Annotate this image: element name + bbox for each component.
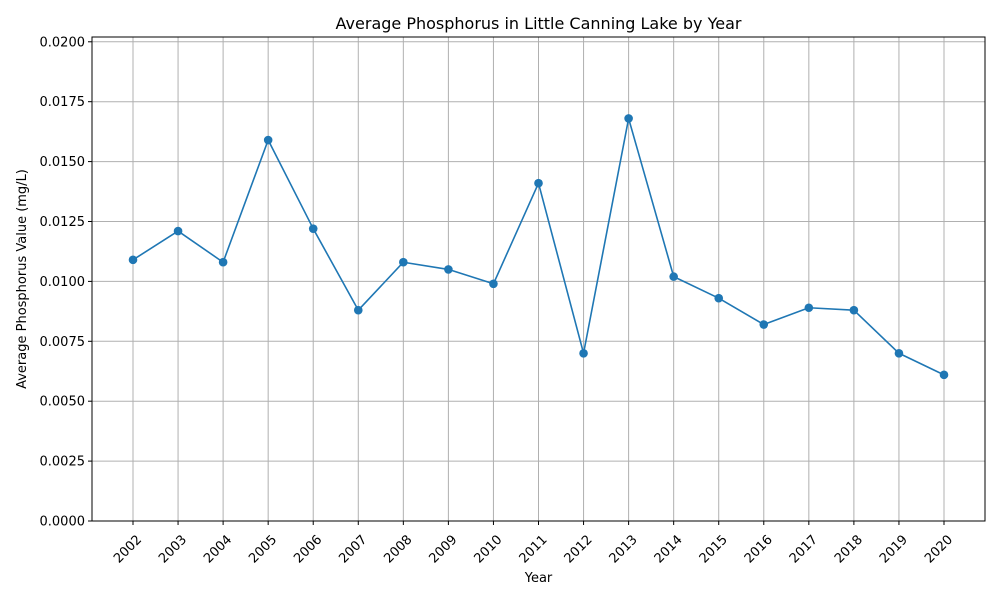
data-point-marker bbox=[128, 255, 138, 265]
data-point-marker bbox=[444, 265, 453, 274]
data-point-marker bbox=[759, 320, 769, 329]
series-layer bbox=[128, 114, 949, 380]
data-point-marker bbox=[849, 305, 859, 315]
data-point-marker bbox=[263, 135, 273, 145]
data-point-marker bbox=[353, 305, 363, 315]
data-point-marker bbox=[534, 178, 543, 188]
data-point-marker bbox=[804, 303, 814, 313]
data-point-marker bbox=[173, 226, 183, 236]
y-tick-label: 0.0125 bbox=[40, 215, 86, 230]
y-axis-ticks: 0.0000 0.0025 0.0050 0.0075 0.0100 0.0125 0.01… bbox=[40, 35, 92, 530]
data-point-marker bbox=[714, 293, 724, 303]
data-point-marker bbox=[489, 279, 498, 289]
y-tick-label: 0.0025 bbox=[40, 455, 86, 470]
data-point-marker bbox=[624, 114, 633, 123]
y-tick-label: 0.0150 bbox=[40, 155, 86, 170]
data-point-marker bbox=[579, 348, 588, 358]
y-tick-label: 0.0050 bbox=[40, 395, 86, 410]
data-point-marker bbox=[308, 224, 318, 233]
data-point-marker bbox=[894, 348, 904, 358]
data-point-marker bbox=[218, 257, 228, 267]
data-point-marker bbox=[939, 370, 949, 380]
y-tick-label: 0.0075 bbox=[40, 335, 86, 350]
x-axis-label: Year bbox=[524, 571, 553, 586]
chart-title: Average Phosphorus in Little Canning Lak… bbox=[336, 14, 742, 33]
y-tick-label: 0.0200 bbox=[40, 35, 86, 50]
y-tick-label: 0.0175 bbox=[40, 95, 86, 110]
data-point-marker bbox=[669, 272, 678, 281]
y-tick-label: 0.0100 bbox=[40, 275, 86, 290]
y-axis-label: Average Phosphorus Value (mg/L) bbox=[15, 169, 30, 389]
y-tick-label: 0.0000 bbox=[40, 515, 86, 530]
data-point-marker bbox=[399, 257, 408, 267]
